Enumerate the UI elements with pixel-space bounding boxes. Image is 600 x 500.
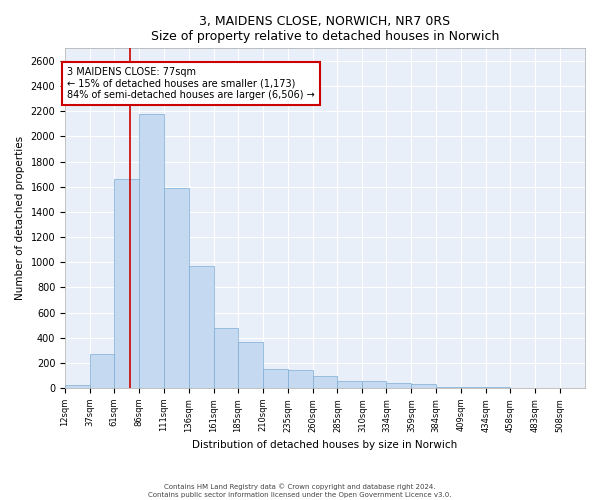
Bar <box>412 384 436 388</box>
Bar <box>386 384 412 388</box>
Bar <box>486 387 510 388</box>
Bar <box>337 381 362 388</box>
Y-axis label: Number of detached properties: Number of detached properties <box>15 136 25 300</box>
Bar <box>263 368 287 388</box>
Bar <box>114 179 139 388</box>
Bar <box>189 266 214 388</box>
Text: Contains HM Land Registry data © Crown copyright and database right 2024.
Contai: Contains HM Land Registry data © Crown c… <box>148 484 452 498</box>
Bar <box>90 354 114 388</box>
Bar <box>436 387 461 388</box>
Bar <box>65 385 90 388</box>
Bar <box>287 370 313 388</box>
Bar <box>313 376 337 388</box>
X-axis label: Distribution of detached houses by size in Norwich: Distribution of detached houses by size … <box>193 440 458 450</box>
Title: 3, MAIDENS CLOSE, NORWICH, NR7 0RS
Size of property relative to detached houses : 3, MAIDENS CLOSE, NORWICH, NR7 0RS Size … <box>151 15 499 43</box>
Bar <box>461 387 486 388</box>
Bar <box>164 188 189 388</box>
Bar <box>238 342 263 388</box>
Bar <box>214 328 238 388</box>
Text: 3 MAIDENS CLOSE: 77sqm
← 15% of detached houses are smaller (1,173)
84% of semi-: 3 MAIDENS CLOSE: 77sqm ← 15% of detached… <box>67 67 315 100</box>
Bar <box>362 381 386 388</box>
Bar <box>139 114 164 388</box>
